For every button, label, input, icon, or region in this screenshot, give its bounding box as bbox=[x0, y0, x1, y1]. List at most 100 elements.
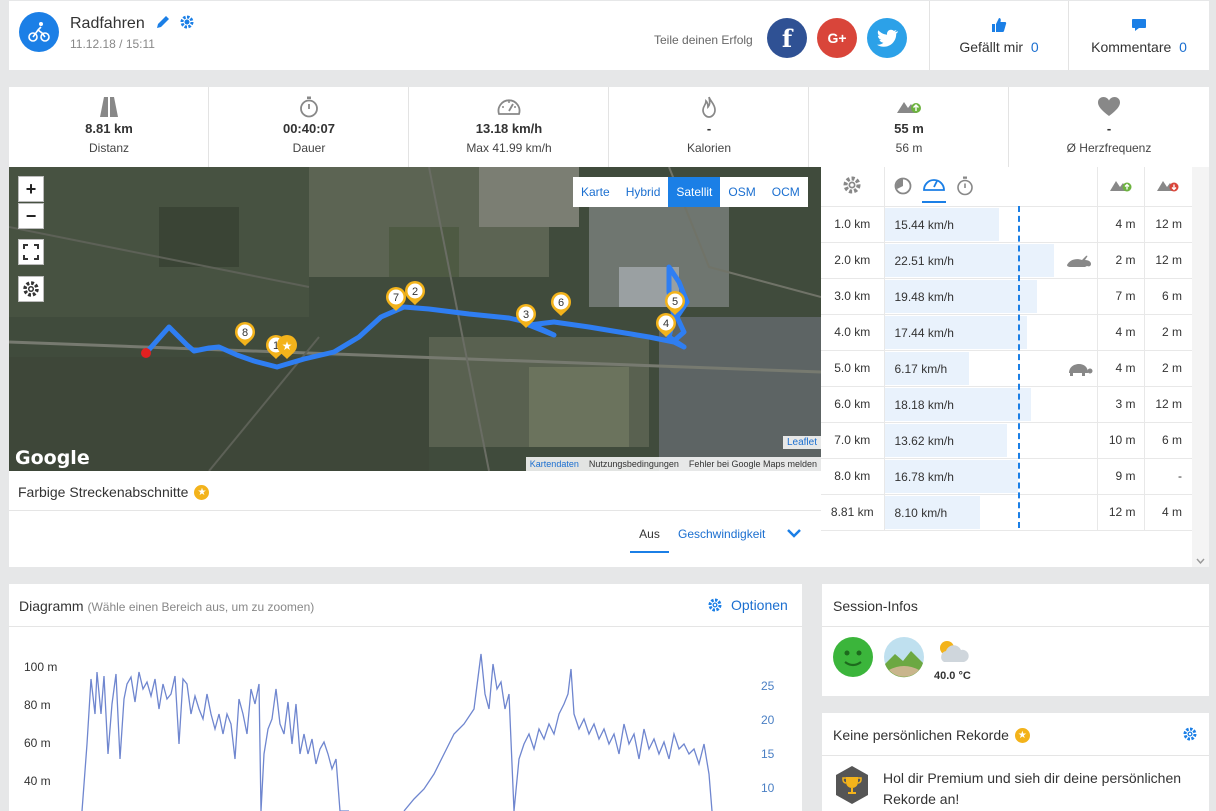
stat-duration: 00:40:07 Dauer bbox=[209, 87, 409, 167]
trophy-icon bbox=[836, 766, 868, 804]
map-type-karte[interactable]: Karte bbox=[581, 185, 610, 199]
twitter-share-button[interactable] bbox=[867, 18, 907, 58]
segments-label: Farbige Streckenabschnitte bbox=[18, 484, 189, 500]
split-speed: 22.51 km/h bbox=[894, 253, 954, 268]
map-type-ocm[interactable]: OCM bbox=[771, 185, 800, 199]
share-label: Teile deinen Erfolg bbox=[654, 33, 753, 47]
fullscreen-button[interactable] bbox=[18, 239, 44, 265]
stat-label: Kalorien bbox=[686, 141, 732, 155]
flame-icon bbox=[609, 96, 809, 118]
facebook-share-button[interactable]: f bbox=[767, 18, 807, 58]
map-marker[interactable]: 6 bbox=[551, 292, 571, 316]
gear-icon[interactable] bbox=[1182, 726, 1198, 745]
y2-axis-label: 15 bbox=[761, 747, 775, 761]
kartendaten-link[interactable]: Kartendaten bbox=[529, 459, 579, 469]
svg-text:7: 7 bbox=[393, 292, 399, 304]
split-distance: 6.0 km bbox=[821, 386, 885, 423]
split-ascent: 9 m bbox=[1097, 458, 1145, 495]
route-map[interactable]: 8 1 ★ 7 2 3 6 4 bbox=[9, 167, 821, 471]
map-marker[interactable]: 4 bbox=[656, 313, 676, 337]
split-speed-bar bbox=[884, 207, 999, 241]
split-speed: 16.78 km/h bbox=[894, 469, 954, 484]
map-marker[interactable]: 8 bbox=[235, 322, 255, 346]
premium-star-icon: ★ bbox=[1014, 727, 1030, 743]
split-speed-bar bbox=[884, 459, 1019, 493]
map-type-hybrid[interactable]: Hybrid bbox=[625, 185, 661, 199]
split-speed: 8.10 km/h bbox=[894, 505, 948, 520]
stat-speed: 13.18 km/h Max 41.99 km/h bbox=[409, 87, 609, 167]
svg-text:★: ★ bbox=[282, 339, 293, 353]
split-speed-cell: 8.10 km/h bbox=[884, 494, 1098, 531]
map-marker[interactable]: 3 bbox=[516, 304, 536, 328]
split-descent: 4 m bbox=[1144, 494, 1192, 531]
settings-column-button[interactable] bbox=[821, 167, 885, 207]
split-descent: - bbox=[1144, 458, 1192, 495]
pace-icon[interactable] bbox=[893, 176, 913, 199]
split-speed-cell: 17.44 km/h bbox=[884, 314, 1098, 351]
session-infos-panel: Session-Infos 40.0 °C bbox=[822, 584, 1209, 696]
stopwatch-icon[interactable] bbox=[956, 176, 974, 199]
zoom-out-button[interactable]: − bbox=[18, 203, 44, 229]
map-settings-button[interactable] bbox=[18, 276, 44, 302]
diagram-title: Diagramm bbox=[19, 598, 84, 614]
y-axis-label: 80 m bbox=[24, 698, 51, 712]
segments-speed-tab[interactable]: Geschwindigkeit bbox=[678, 527, 766, 541]
stats-bar: 8.81 km Distanz 00:40:07 Dauer 13.18 km/… bbox=[9, 87, 1209, 167]
stat-label: 56 m bbox=[895, 141, 923, 155]
map-marker[interactable]: 5 bbox=[665, 291, 685, 315]
pencil-icon[interactable] bbox=[155, 14, 171, 33]
split-ascent: 3 m bbox=[1097, 386, 1145, 423]
diagram-options-button[interactable]: Optionen bbox=[707, 597, 788, 613]
google-share-button[interactable]: G+ bbox=[817, 18, 857, 58]
report-error-link[interactable]: Fehler bei Google Maps melden bbox=[688, 459, 817, 469]
premium-star-icon: ★ bbox=[194, 484, 210, 500]
split-speed-cell: 22.51 km/h bbox=[884, 242, 1098, 279]
terms-link[interactable]: Nutzungsbedingungen bbox=[588, 459, 679, 469]
speed-tab-icon[interactable] bbox=[921, 175, 946, 203]
google-logo: Google bbox=[15, 447, 90, 469]
speedometer-icon bbox=[409, 96, 609, 118]
map-type-osm[interactable]: OSM bbox=[728, 185, 756, 199]
finish-star-marker[interactable]: ★ bbox=[277, 335, 297, 359]
svg-text:2: 2 bbox=[412, 286, 418, 298]
scrollbar[interactable] bbox=[1192, 167, 1209, 567]
split-distance: 5.0 km bbox=[821, 350, 885, 387]
elevation-speed-chart[interactable] bbox=[9, 584, 802, 811]
split-ascent: 2 m bbox=[1097, 242, 1145, 279]
map-type-satellit[interactable]: Satellit bbox=[668, 177, 721, 207]
y2-axis-label: 20 bbox=[761, 713, 775, 727]
like-button[interactable]: Gefällt mir 0 bbox=[930, 1, 1068, 70]
stat-label: Dauer bbox=[292, 141, 326, 155]
stat-calories: - Kalorien bbox=[609, 87, 809, 167]
turtle-slowest-icon bbox=[1065, 361, 1093, 380]
gear-icon bbox=[708, 598, 722, 612]
stat-value: 00:40:07 bbox=[282, 121, 336, 136]
split-speed-bar bbox=[884, 315, 1027, 349]
chevron-down-icon[interactable] bbox=[786, 527, 802, 542]
comments-button[interactable]: Kommentare 0 bbox=[1069, 1, 1209, 70]
map-marker[interactable]: 2 bbox=[405, 281, 425, 305]
split-distance: 1.0 km bbox=[821, 206, 885, 243]
leaflet-link[interactable]: Leaflet bbox=[782, 436, 821, 449]
map-marker[interactable]: 7 bbox=[386, 287, 406, 311]
svg-text:5: 5 bbox=[672, 296, 678, 308]
splits-table-panel: 1.0 km 15.44 km/h 4 m 12 m 2.0 km 22.51 km/h 2… bbox=[821, 167, 1209, 567]
gear-icon[interactable] bbox=[179, 14, 195, 33]
records-panel: Keine persönlichen Rekorde ★ Hol dir Pre… bbox=[822, 713, 1209, 811]
split-speed-cell: 15.44 km/h bbox=[884, 206, 1098, 243]
split-ascent: 4 m bbox=[1097, 314, 1145, 351]
stat-value: 55 m bbox=[894, 121, 924, 136]
comments-label: Kommentare bbox=[1091, 39, 1172, 55]
split-descent: 12 m bbox=[1144, 242, 1192, 279]
thumbs-up-icon bbox=[991, 17, 1007, 36]
split-descent: 2 m bbox=[1144, 350, 1192, 387]
splits-header-row bbox=[821, 167, 1192, 207]
activity-date: 11.12.18 / 15:11 bbox=[70, 37, 155, 51]
split-distance: 2.0 km bbox=[821, 242, 885, 279]
y-axis-label: 100 m bbox=[24, 660, 58, 674]
segments-off-tab[interactable]: Aus bbox=[630, 527, 669, 553]
zoom-in-button[interactable]: + bbox=[18, 176, 44, 202]
diagram-panel: Diagramm (Wähle einen Bereich aus, um zu… bbox=[9, 584, 802, 811]
